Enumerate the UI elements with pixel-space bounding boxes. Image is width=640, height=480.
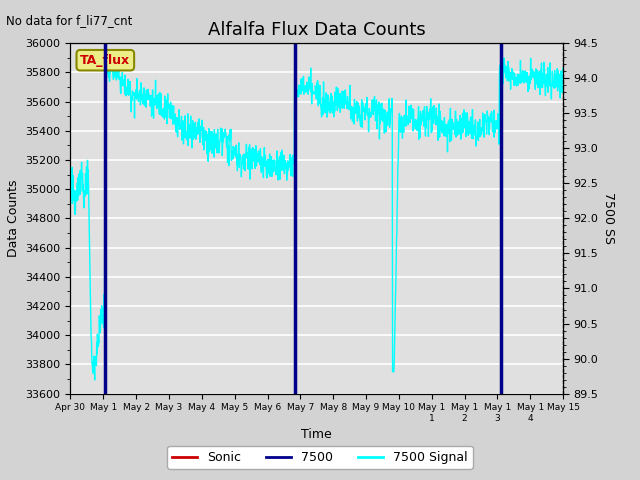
X-axis label: Time: Time (301, 428, 332, 441)
Y-axis label: 7500 SS: 7500 SS (602, 192, 615, 244)
Text: No data for f_li77_cnt: No data for f_li77_cnt (6, 14, 132, 27)
Text: TA_flux: TA_flux (80, 54, 131, 67)
Y-axis label: Data Counts: Data Counts (7, 180, 20, 257)
Legend: Sonic, 7500, 7500 Signal: Sonic, 7500, 7500 Signal (167, 446, 473, 469)
Title: Alfalfa Flux Data Counts: Alfalfa Flux Data Counts (208, 21, 426, 39)
